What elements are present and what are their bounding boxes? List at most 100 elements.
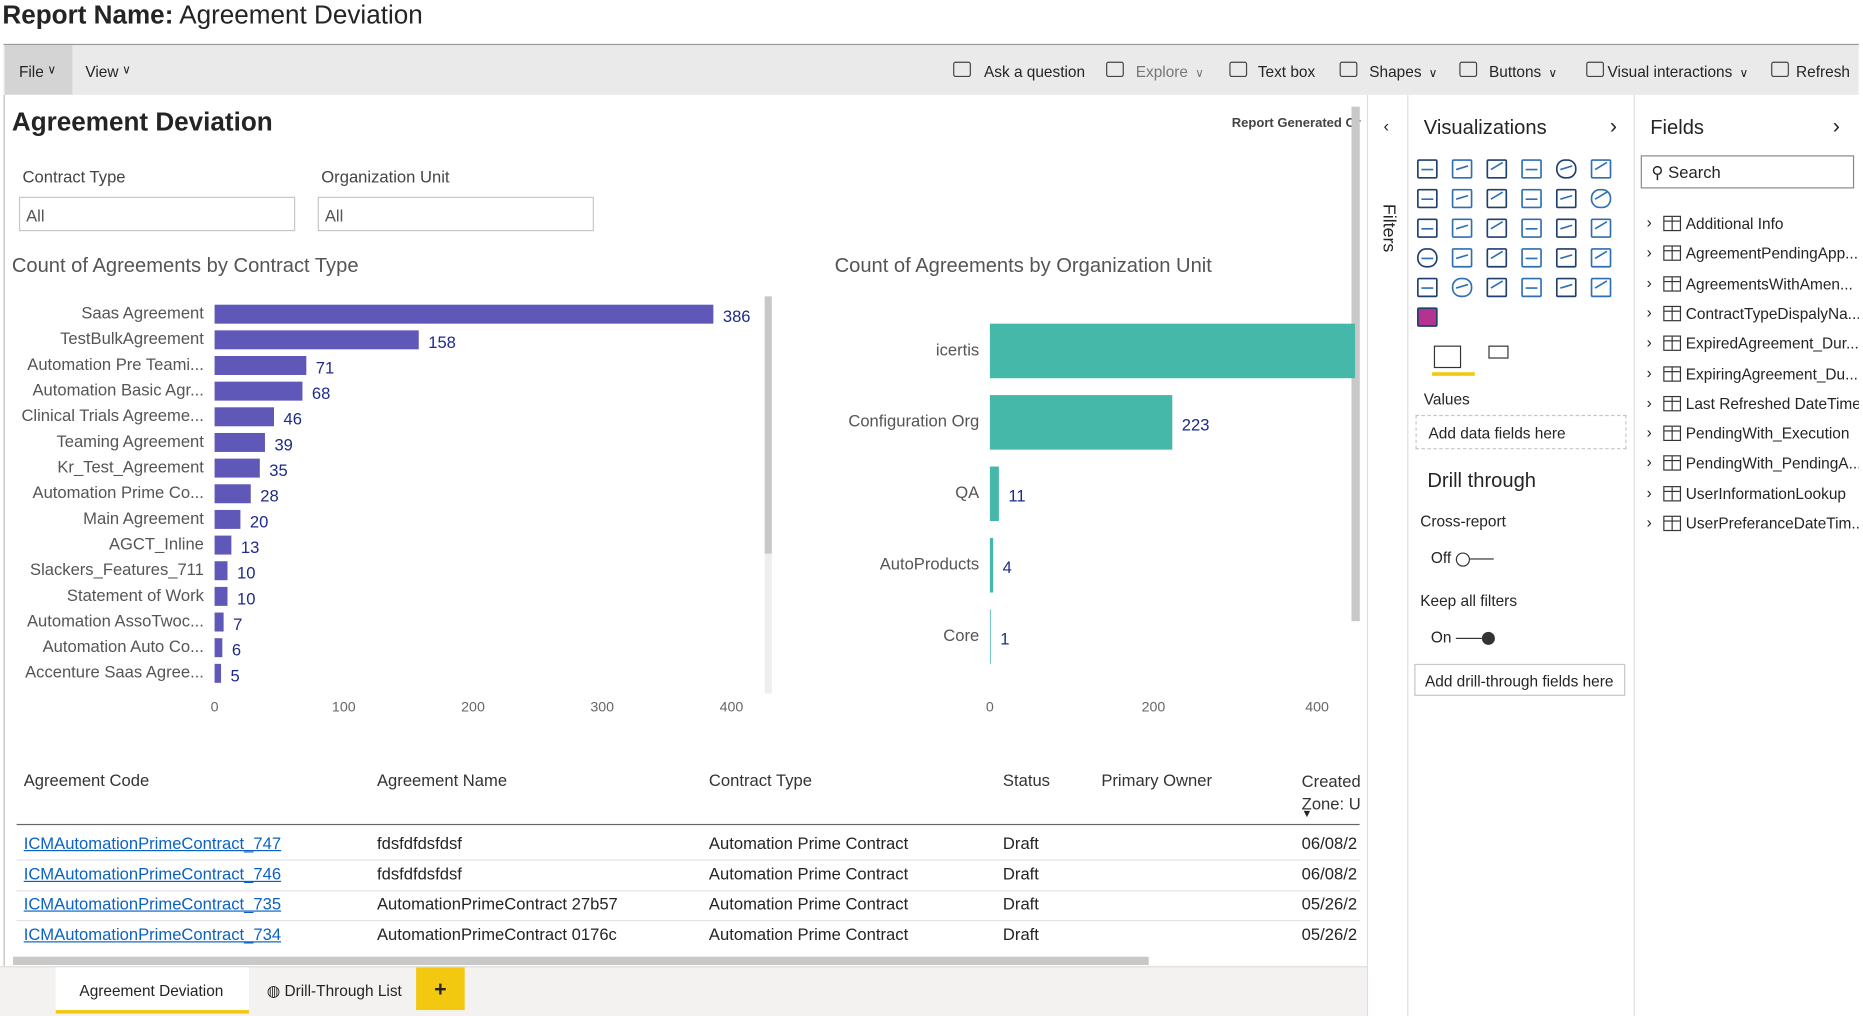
toolbar-button[interactable]: Ask a question (984, 63, 1085, 81)
toolbar-label[interactable]: Buttons (1489, 63, 1541, 81)
toolbar-label[interactable]: Text box (1258, 63, 1315, 81)
filters-label[interactable]: Filters (1379, 204, 1399, 252)
viz-icon[interactable] (1592, 190, 1611, 208)
fields-tab-icon[interactable] (1434, 346, 1460, 367)
field-item[interactable]: Last Refreshed DateTime (1686, 395, 1859, 413)
toolbar-button[interactable]: Refresh (1796, 63, 1850, 81)
viz-icon[interactable] (1557, 279, 1576, 297)
chevron[interactable]: › (1647, 303, 1652, 321)
bar[interactable] (215, 407, 274, 426)
toggle-text[interactable]: On (1431, 628, 1452, 646)
tab-text[interactable]: Drill-Through List (284, 982, 401, 1000)
viz-icon[interactable] (1453, 219, 1472, 237)
field-item[interactable]: Additional Info (1686, 215, 1784, 233)
tab-active[interactable]: Agreement Deviation (56, 967, 249, 1013)
chevron[interactable]: › (1647, 363, 1652, 381)
toolbar-icon[interactable] (1106, 62, 1124, 77)
bar[interactable] (215, 459, 260, 478)
viz-icon[interactable] (1557, 249, 1576, 267)
viz-icon[interactable] (1557, 190, 1576, 208)
expand-icon[interactable]: › (1833, 114, 1840, 139)
tab-label[interactable]: ◍ Drill-Through List (267, 982, 402, 1001)
table-icon[interactable] (1663, 426, 1681, 441)
toolbar-label[interactable]: Refresh (1796, 63, 1850, 81)
bar[interactable] (990, 538, 993, 593)
bar[interactable] (215, 356, 307, 375)
toolbar-icon[interactable] (1459, 62, 1477, 77)
toolbar-icon[interactable] (1586, 62, 1604, 77)
bar[interactable] (990, 395, 1172, 450)
table-icon[interactable] (1663, 336, 1681, 351)
toolbar-button[interactable]: Explore ∨ (1136, 63, 1204, 81)
add-tab[interactable]: + (416, 967, 465, 1010)
tab-label[interactable]: Agreement Deviation (79, 982, 223, 1000)
viz-icon[interactable] (1592, 160, 1611, 178)
viz-icon[interactable] (1487, 249, 1506, 267)
bar[interactable] (215, 510, 241, 529)
chevron[interactable]: › (1647, 393, 1652, 411)
field-item[interactable]: PendingWith_Execution (1686, 425, 1850, 443)
table-icon[interactable] (1663, 516, 1681, 531)
search-text[interactable]: Search (1668, 162, 1721, 181)
chevron[interactable]: ∨ (1429, 68, 1438, 81)
chevron[interactable]: ∨ (1195, 68, 1204, 81)
chevron[interactable]: › (1647, 273, 1652, 291)
filters-pane[interactable]: ‹ Filters (1367, 95, 1408, 1016)
expand-icon[interactable]: › (1610, 114, 1617, 139)
table-icon[interactable] (1663, 276, 1681, 291)
bar[interactable] (215, 330, 419, 349)
toggle-off[interactable]: Off (1431, 549, 1494, 567)
bar[interactable] (215, 561, 228, 580)
chevron[interactable]: › (1647, 513, 1652, 531)
toolbar-label[interactable]: Ask a question (984, 63, 1085, 81)
chevron[interactable]: › (1647, 483, 1652, 501)
viz-icon[interactable] (1487, 219, 1506, 237)
viz-icon[interactable] (1453, 249, 1472, 267)
field-item[interactable]: ContractTypeDispalyNa... (1686, 305, 1859, 323)
field-item[interactable]: AgreementsWithAmen... (1686, 275, 1853, 293)
bar[interactable] (215, 536, 232, 555)
viz-icon[interactable] (1453, 190, 1472, 208)
format-tab-icon[interactable] (1489, 346, 1508, 358)
table-icon[interactable] (1663, 396, 1681, 411)
viz-icon[interactable] (1487, 160, 1506, 178)
chevron[interactable]: › (1647, 453, 1652, 471)
chevron[interactable]: ∨ (47, 64, 56, 77)
table-icon[interactable] (1663, 216, 1681, 231)
chevron[interactable]: ∨ (1739, 68, 1748, 81)
viz-icon[interactable] (1453, 279, 1472, 297)
toolbar-button[interactable]: Text box (1258, 63, 1315, 81)
bar[interactable] (215, 382, 303, 401)
table-icon[interactable] (1663, 246, 1681, 261)
bar[interactable] (215, 638, 223, 657)
bar[interactable] (215, 305, 714, 324)
viz-icon[interactable] (1592, 249, 1611, 267)
toggle-text[interactable]: Off (1431, 549, 1451, 567)
toolbar-label[interactable]: Shapes (1369, 63, 1421, 81)
bar[interactable] (215, 587, 228, 606)
bar[interactable] (215, 664, 221, 683)
toolbar-icon[interactable] (1340, 62, 1358, 77)
search-box[interactable]: ⚲ Search (1641, 155, 1854, 188)
toolbar-label[interactable]: Explore (1136, 63, 1188, 81)
chevron[interactable]: ∨ (1548, 68, 1557, 81)
field-item[interactable]: UserPreferanceDateTim... (1686, 515, 1859, 533)
field-item[interactable]: AgreementPendingApp... (1686, 245, 1858, 263)
viz-icon[interactable] (1557, 219, 1576, 237)
toolbar-icon[interactable] (1229, 62, 1247, 77)
field-item[interactable]: ExpiredAgreement_Dur... (1686, 335, 1859, 353)
table-icon[interactable] (1663, 456, 1681, 471)
viz-icon[interactable] (1592, 219, 1611, 237)
field-item[interactable]: UserInformationLookup (1686, 484, 1846, 502)
values-well[interactable]: Add data fields here (1415, 415, 1626, 449)
bar[interactable] (215, 433, 265, 452)
toolbar-button[interactable]: Visual interactions∨ (1608, 63, 1749, 81)
search-placeholder[interactable]: ⚲ Search (1651, 162, 1720, 182)
bar[interactable] (990, 324, 1383, 379)
field-item[interactable]: PendingWith_PendingA... (1686, 455, 1859, 473)
chart-scrollbar[interactable] (765, 296, 772, 553)
table-icon[interactable] (1663, 486, 1681, 501)
bar[interactable] (215, 613, 224, 632)
chevron[interactable]: › (1647, 423, 1652, 441)
chevron[interactable]: › (1647, 333, 1652, 351)
